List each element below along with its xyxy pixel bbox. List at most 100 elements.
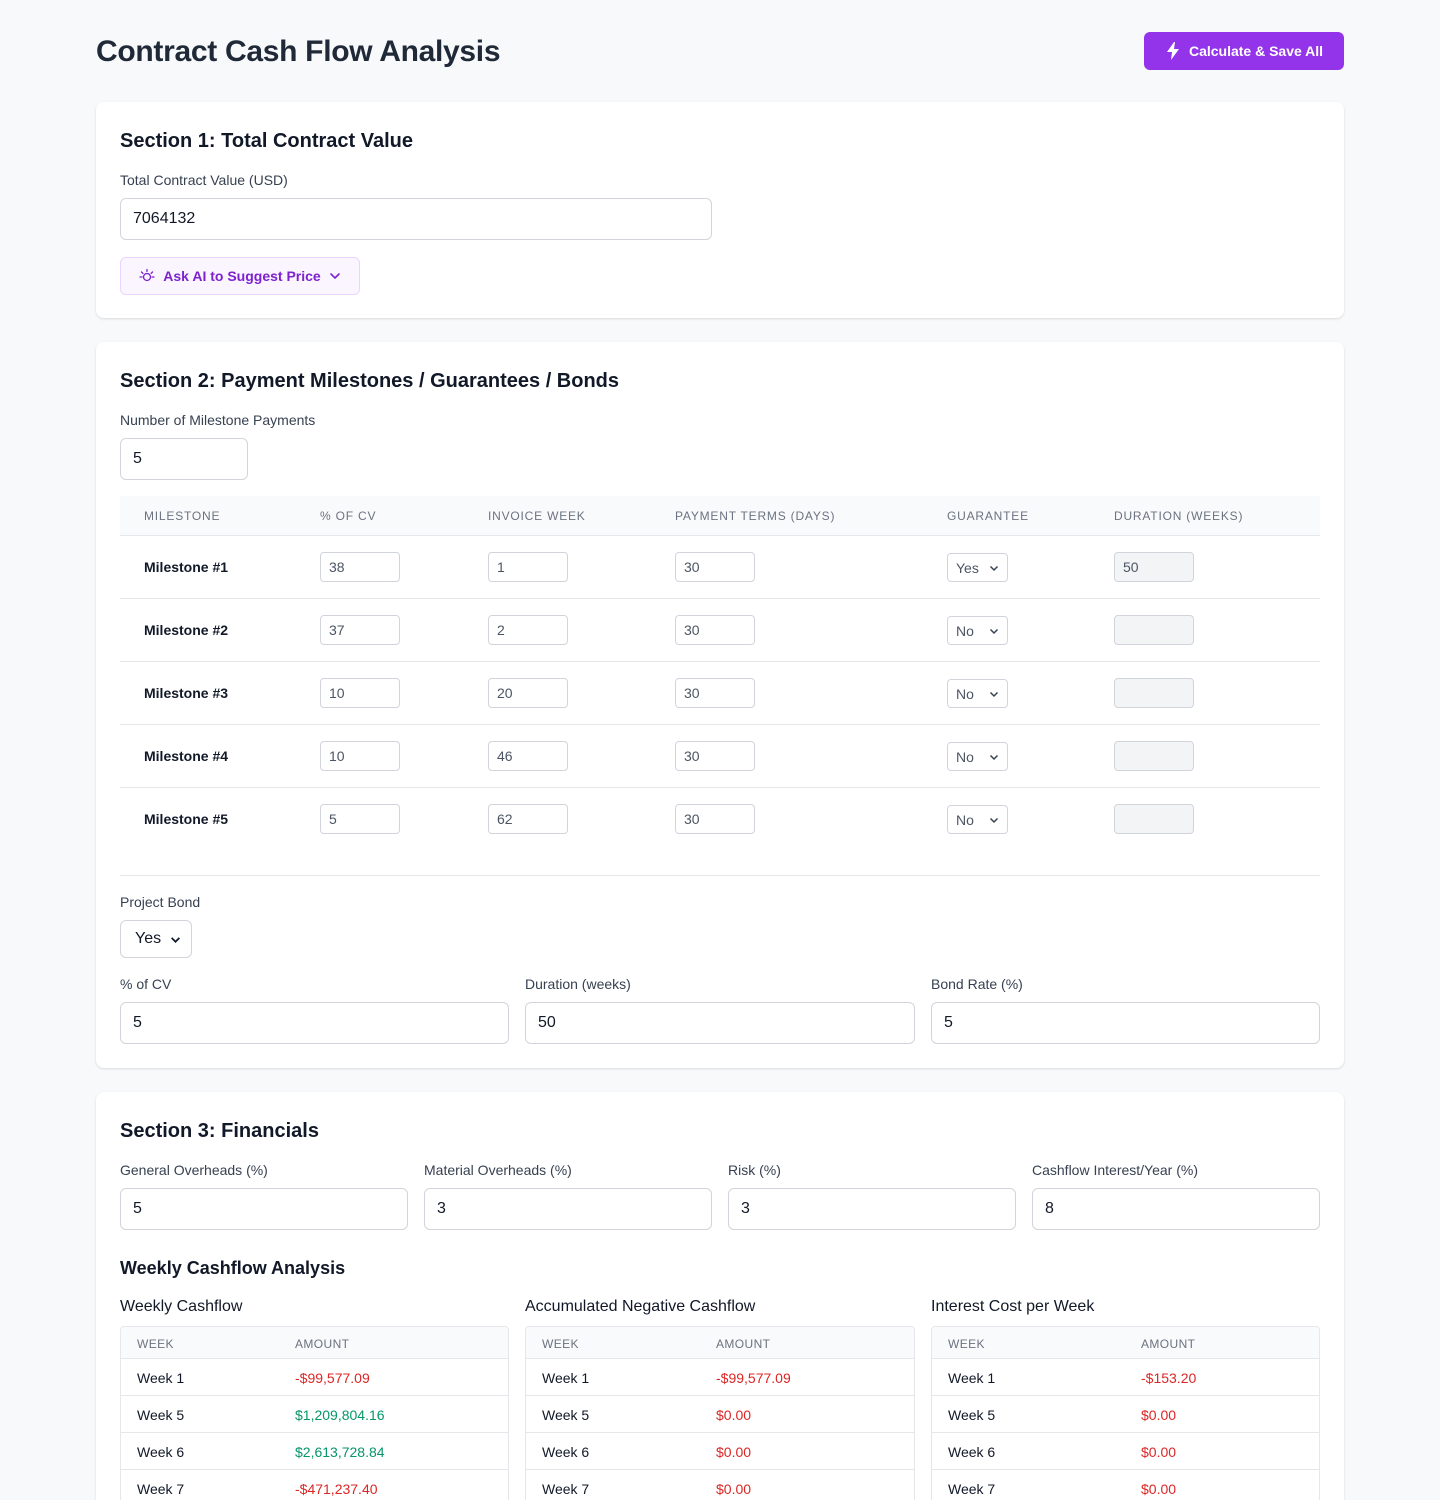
guarantee-value: Yes (956, 559, 979, 576)
col-header-guarantee: GUARANTEE (947, 509, 1029, 523)
col-header-amount: AMOUNT (716, 1337, 771, 1351)
payment-terms-input[interactable]: 30 (675, 804, 755, 834)
bond-pct-input[interactable]: 5 (120, 1002, 509, 1044)
week-cell: Week 5 (948, 1407, 996, 1423)
table-row: Week 6 $2,613,728.84 (121, 1433, 508, 1470)
guarantee-value: No (956, 748, 974, 765)
table-row: Week 6 $0.00 (526, 1433, 914, 1470)
amount-cell: $0.00 (716, 1407, 752, 1423)
duration-input: 50 (1114, 552, 1194, 582)
invoice-week-input[interactable]: 62 (488, 804, 568, 834)
bond-duration-input[interactable]: 50 (525, 1002, 915, 1044)
payment-terms-input[interactable]: 30 (675, 552, 755, 582)
table-row: Week 7 -$471,237.40 (121, 1470, 508, 1500)
invoice-week-input[interactable]: 20 (488, 678, 568, 708)
duration-input (1114, 741, 1194, 771)
pct-cv-input[interactable]: 10 (320, 741, 400, 771)
week-cell: Week 6 (542, 1444, 590, 1460)
project-bond-select[interactable]: Yes (120, 920, 192, 958)
table-row: Week 7 $0.00 (932, 1470, 1319, 1500)
ask-ai-suggest-price-button[interactable]: Ask AI to Suggest Price (120, 257, 360, 295)
tcv-input[interactable]: 7064132 (120, 198, 712, 240)
amount-cell: $0.00 (716, 1444, 752, 1460)
chevron-down-icon (989, 817, 999, 823)
weekly-cashflow-title: Weekly Cashflow (120, 1298, 243, 1315)
amount-cell: $0.00 (1141, 1444, 1177, 1460)
amount-cell: -$153.20 (1141, 1370, 1197, 1386)
guarantee-select[interactable]: No (947, 805, 1008, 834)
section-3-title: Section 3: Financials (120, 1120, 319, 1142)
week-cell: Week 6 (948, 1444, 996, 1460)
ask-ai-label: Ask AI to Suggest Price (163, 268, 321, 284)
col-header-pct-cv: % OF CV (320, 509, 377, 523)
table-row: Milestone #1 38 1 30 Yes 50 (120, 536, 1320, 599)
guarantee-select[interactable]: Yes (947, 553, 1008, 582)
project-bond-label: Project Bond (120, 894, 201, 910)
tcv-label: Total Contract Value (USD) (120, 172, 288, 188)
table-header: WEEK AMOUNT (121, 1327, 508, 1359)
milestone-name: Milestone #4 (144, 748, 229, 764)
week-cell: Week 5 (542, 1407, 590, 1423)
payment-terms-input[interactable]: 30 (675, 615, 755, 645)
bond-pct-label: % of CV (120, 976, 172, 992)
col-header-amount: AMOUNT (1141, 1337, 1196, 1351)
milestone-name: Milestone #5 (144, 811, 229, 827)
project-bond-value: Yes (135, 930, 162, 947)
amount-cell: $1,209,804.16 (295, 1407, 385, 1423)
material-overheads-input[interactable]: 3 (424, 1188, 712, 1230)
material-overheads-label: Material Overheads (%) (424, 1162, 572, 1178)
cashflow-interest-input[interactable]: 8 (1032, 1188, 1320, 1230)
pct-cv-input[interactable]: 38 (320, 552, 400, 582)
pct-cv-input[interactable]: 5 (320, 804, 400, 834)
milestones-table: MILESTONE % OF CV INVOICE WEEK PAYMENT T… (120, 496, 1320, 851)
col-header-duration: DURATION (WEEKS) (1114, 509, 1244, 523)
col-header-week: WEEK (137, 1337, 174, 1351)
chevron-down-icon (989, 565, 999, 571)
calculate-save-all-button[interactable]: Calculate & Save All (1144, 32, 1344, 70)
table-row: Week 1 -$99,577.09 (526, 1359, 914, 1396)
chevron-down-icon (989, 691, 999, 697)
bond-rate-input[interactable]: 5 (931, 1002, 1320, 1044)
payment-terms-input[interactable]: 30 (675, 741, 755, 771)
col-header-week: WEEK (948, 1337, 985, 1351)
page-title: Contract Cash Flow Analysis (96, 35, 501, 68)
lightbulb-icon (139, 268, 155, 282)
weekly-cashflow-table: WEEK AMOUNT Week 1 -$99,577.09 Week 5 $1,2… (120, 1326, 509, 1500)
week-cell: Week 7 (948, 1481, 996, 1497)
week-cell: Week 7 (542, 1481, 590, 1497)
milestone-count-label: Number of Milestone Payments (120, 412, 316, 428)
invoice-week-input[interactable]: 2 (488, 615, 568, 645)
amount-cell: -$99,577.09 (295, 1370, 370, 1386)
table-row: Week 5 $0.00 (526, 1396, 914, 1433)
bond-rate-label: Bond Rate (%) (931, 976, 1023, 992)
pct-cv-input[interactable]: 37 (320, 615, 400, 645)
guarantee-select[interactable]: No (947, 742, 1008, 771)
payment-terms-input[interactable]: 30 (675, 678, 755, 708)
invoice-week-input[interactable]: 1 (488, 552, 568, 582)
col-header-milestone: MILESTONE (144, 509, 221, 523)
invoice-week-input[interactable]: 46 (488, 741, 568, 771)
table-row: Milestone #2 37 2 30 No (120, 599, 1320, 662)
accumulated-negative-cashflow-title: Accumulated Negative Cashflow (525, 1298, 756, 1315)
amount-cell: -$99,577.09 (716, 1370, 791, 1386)
col-header-week: WEEK (542, 1337, 579, 1351)
section-total-contract-value: Section 1: Total Contract Value Total Co… (96, 102, 1344, 318)
chevron-down-icon (329, 273, 340, 280)
duration-input (1114, 615, 1194, 645)
week-cell: Week 7 (137, 1481, 185, 1497)
guarantee-select[interactable]: No (947, 616, 1008, 645)
table-row: Week 1 -$153.20 (932, 1359, 1319, 1396)
general-overheads-input[interactable]: 5 (120, 1188, 408, 1230)
table-header: WEEK AMOUNT (932, 1327, 1319, 1359)
risk-input[interactable]: 3 (728, 1188, 1016, 1230)
milestone-count-input[interactable]: 5 (120, 438, 248, 480)
general-overheads-label: General Overheads (%) (120, 1162, 268, 1178)
duration-input (1114, 678, 1194, 708)
pct-cv-input[interactable]: 10 (320, 678, 400, 708)
calculate-save-all-label: Calculate & Save All (1188, 43, 1324, 59)
milestone-name: Milestone #1 (144, 559, 229, 575)
guarantee-select[interactable]: No (947, 679, 1008, 708)
weekly-cashflow-analysis-title: Weekly Cashflow Analysis (120, 1258, 346, 1278)
amount-cell: -$471,237.40 (295, 1481, 378, 1497)
table-row: Week 7 $0.00 (526, 1470, 914, 1500)
